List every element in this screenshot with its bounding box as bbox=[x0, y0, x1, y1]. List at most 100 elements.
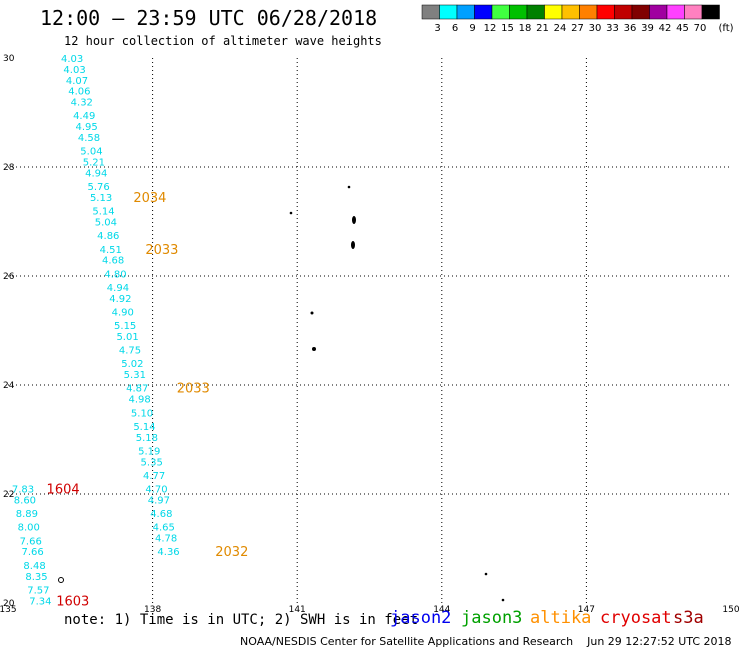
wave-height-value: 4.36 bbox=[157, 547, 179, 558]
wave-height-value: 5.14 bbox=[133, 422, 155, 433]
lat-tick-label: 28 bbox=[3, 163, 15, 173]
chart-subtitle: 12 hour collection of altimeter wave hei… bbox=[64, 34, 382, 48]
wave-height-value: 8.35 bbox=[25, 572, 47, 583]
wave-height-value: 5.04 bbox=[95, 218, 117, 229]
island-shape bbox=[310, 311, 314, 315]
lon-tick-label: 150 bbox=[722, 605, 739, 615]
lon-tick-label: 141 bbox=[289, 605, 306, 615]
lon-tick-label: 138 bbox=[144, 605, 161, 615]
wave-height-value: 8.89 bbox=[16, 509, 38, 520]
credit-line: NOAA/NESDIS Center for Satellite Applica… bbox=[240, 635, 732, 648]
wave-height-value: 5.04 bbox=[80, 147, 102, 158]
wave-height-value: 4.92 bbox=[109, 294, 131, 305]
wave-height-value: 5.02 bbox=[121, 359, 143, 370]
wave-height-value: 4.68 bbox=[150, 509, 172, 520]
wave-height-value: 5.31 bbox=[124, 370, 146, 381]
sat-cryosat: cryosat bbox=[600, 608, 672, 628]
legend-label: 21 bbox=[536, 23, 549, 34]
wave-height-value: 4.94 bbox=[85, 168, 107, 179]
wave-height-value: 4.77 bbox=[143, 471, 165, 482]
legend-swatch bbox=[701, 4, 720, 20]
wave-height-value: 5.14 bbox=[92, 207, 114, 218]
lon-tick-label: 147 bbox=[578, 605, 595, 615]
lon-tick-label: 135 bbox=[0, 605, 17, 615]
legend-label: 3 bbox=[434, 23, 440, 34]
wave-height-value: 4.80 bbox=[104, 269, 126, 280]
lat-tick-label: 20 bbox=[3, 599, 15, 609]
legend-label: 9 bbox=[469, 23, 475, 34]
wave-height-value: 4.90 bbox=[112, 307, 134, 318]
pass-time-label: 2032 bbox=[215, 545, 248, 560]
island-shape bbox=[58, 577, 64, 583]
lat-tick-label: 30 bbox=[3, 54, 15, 64]
wave-height-value: 4.49 bbox=[73, 111, 95, 122]
color-legend: 3 6 9 12 15 18 21 24 27 30 33 36 39 42 45 70 (ft) bbox=[421, 4, 734, 34]
lat-lon-grid bbox=[8, 58, 731, 603]
legend-label: 30 bbox=[589, 23, 602, 34]
lon-tick-label: 144 bbox=[433, 605, 450, 615]
axis-labels: 135 138 141 144 147 150 20 22 24 26 28 30 bbox=[0, 54, 740, 615]
island-shape bbox=[501, 598, 505, 602]
wave-height-labels: 4.034.034.074.064.324.494.954.585.045.21… bbox=[12, 54, 180, 607]
pass-time-label: 2033 bbox=[145, 243, 178, 258]
legend-label: 12 bbox=[484, 23, 497, 34]
legend-label: 24 bbox=[554, 23, 567, 34]
legend-label: 6 bbox=[452, 23, 458, 34]
wave-height-value: 5.18 bbox=[136, 433, 158, 444]
island-shape bbox=[352, 216, 356, 224]
legend-label: 39 bbox=[641, 23, 654, 34]
wave-height-value: 5.21 bbox=[83, 158, 105, 169]
island-outlines bbox=[58, 185, 505, 602]
wave-height-value: 7.34 bbox=[29, 596, 51, 607]
wave-height-value: 4.94 bbox=[107, 283, 129, 294]
legend-unit: (ft) bbox=[719, 23, 734, 34]
wave-height-value: 7.66 bbox=[21, 547, 43, 558]
pass-time-labels: 2034 2033 2033 2032 1604 1603 bbox=[47, 191, 249, 609]
pass-time-label: 2034 bbox=[133, 191, 166, 206]
wave-height-value: 4.70 bbox=[145, 485, 167, 496]
legend-label: 27 bbox=[571, 23, 584, 34]
wave-height-value: 8.60 bbox=[14, 495, 36, 506]
wave-height-value: 4.51 bbox=[100, 245, 122, 256]
pass-time-label: 1604 bbox=[47, 483, 80, 498]
sat-s3a: s3a bbox=[673, 608, 704, 628]
legend-label: 15 bbox=[501, 23, 514, 34]
legend-label: 45 bbox=[676, 23, 689, 34]
wave-height-value: 4.58 bbox=[78, 133, 100, 144]
wave-height-value: 4.95 bbox=[75, 122, 97, 133]
island-shape bbox=[484, 572, 488, 576]
wave-height-value: 5.35 bbox=[141, 457, 163, 468]
legend-label: 36 bbox=[624, 23, 637, 34]
wave-height-value: 5.13 bbox=[90, 193, 112, 204]
wave-height-value: 4.68 bbox=[102, 256, 124, 267]
legend-label: 33 bbox=[606, 23, 619, 34]
wave-height-value: 4.06 bbox=[68, 87, 90, 98]
lat-tick-label: 24 bbox=[3, 381, 15, 391]
wave-height-value: 8.48 bbox=[23, 561, 45, 572]
wave-height-value: 4.32 bbox=[71, 98, 93, 109]
wave-height-value: 4.78 bbox=[155, 534, 177, 545]
footer-note: note: 1) Time is in UTC; 2) SWH is in fe… bbox=[64, 612, 419, 628]
wave-height-value: 4.87 bbox=[126, 384, 148, 395]
island-shape bbox=[347, 185, 351, 189]
sat-jason2: jason2 bbox=[390, 608, 452, 628]
chart-title: 12:00 — 23:59 UTC 06/28/2018 bbox=[40, 6, 378, 30]
legend-label: 18 bbox=[519, 23, 532, 34]
wave-height-value: 7.83 bbox=[12, 485, 34, 496]
wave-height-value: 5.19 bbox=[138, 446, 160, 457]
island-shape bbox=[312, 347, 316, 351]
wave-height-value: 7.66 bbox=[20, 536, 42, 547]
wave-height-value: 5.76 bbox=[88, 182, 110, 193]
wave-height-value: 5.01 bbox=[116, 332, 138, 343]
sat-altika: altika bbox=[530, 608, 592, 628]
island-shape bbox=[351, 241, 355, 249]
legend-label: 70 bbox=[694, 23, 707, 34]
sat-jason3: jason3 bbox=[461, 608, 523, 628]
wave-height-value: 5.10 bbox=[131, 408, 153, 419]
pass-time-label: 1603 bbox=[56, 594, 89, 609]
wave-height-value: 4.03 bbox=[61, 54, 83, 65]
legend-label: 42 bbox=[659, 23, 672, 34]
wave-height-value: 4.86 bbox=[97, 231, 119, 242]
wave-height-value: 4.03 bbox=[63, 65, 85, 76]
